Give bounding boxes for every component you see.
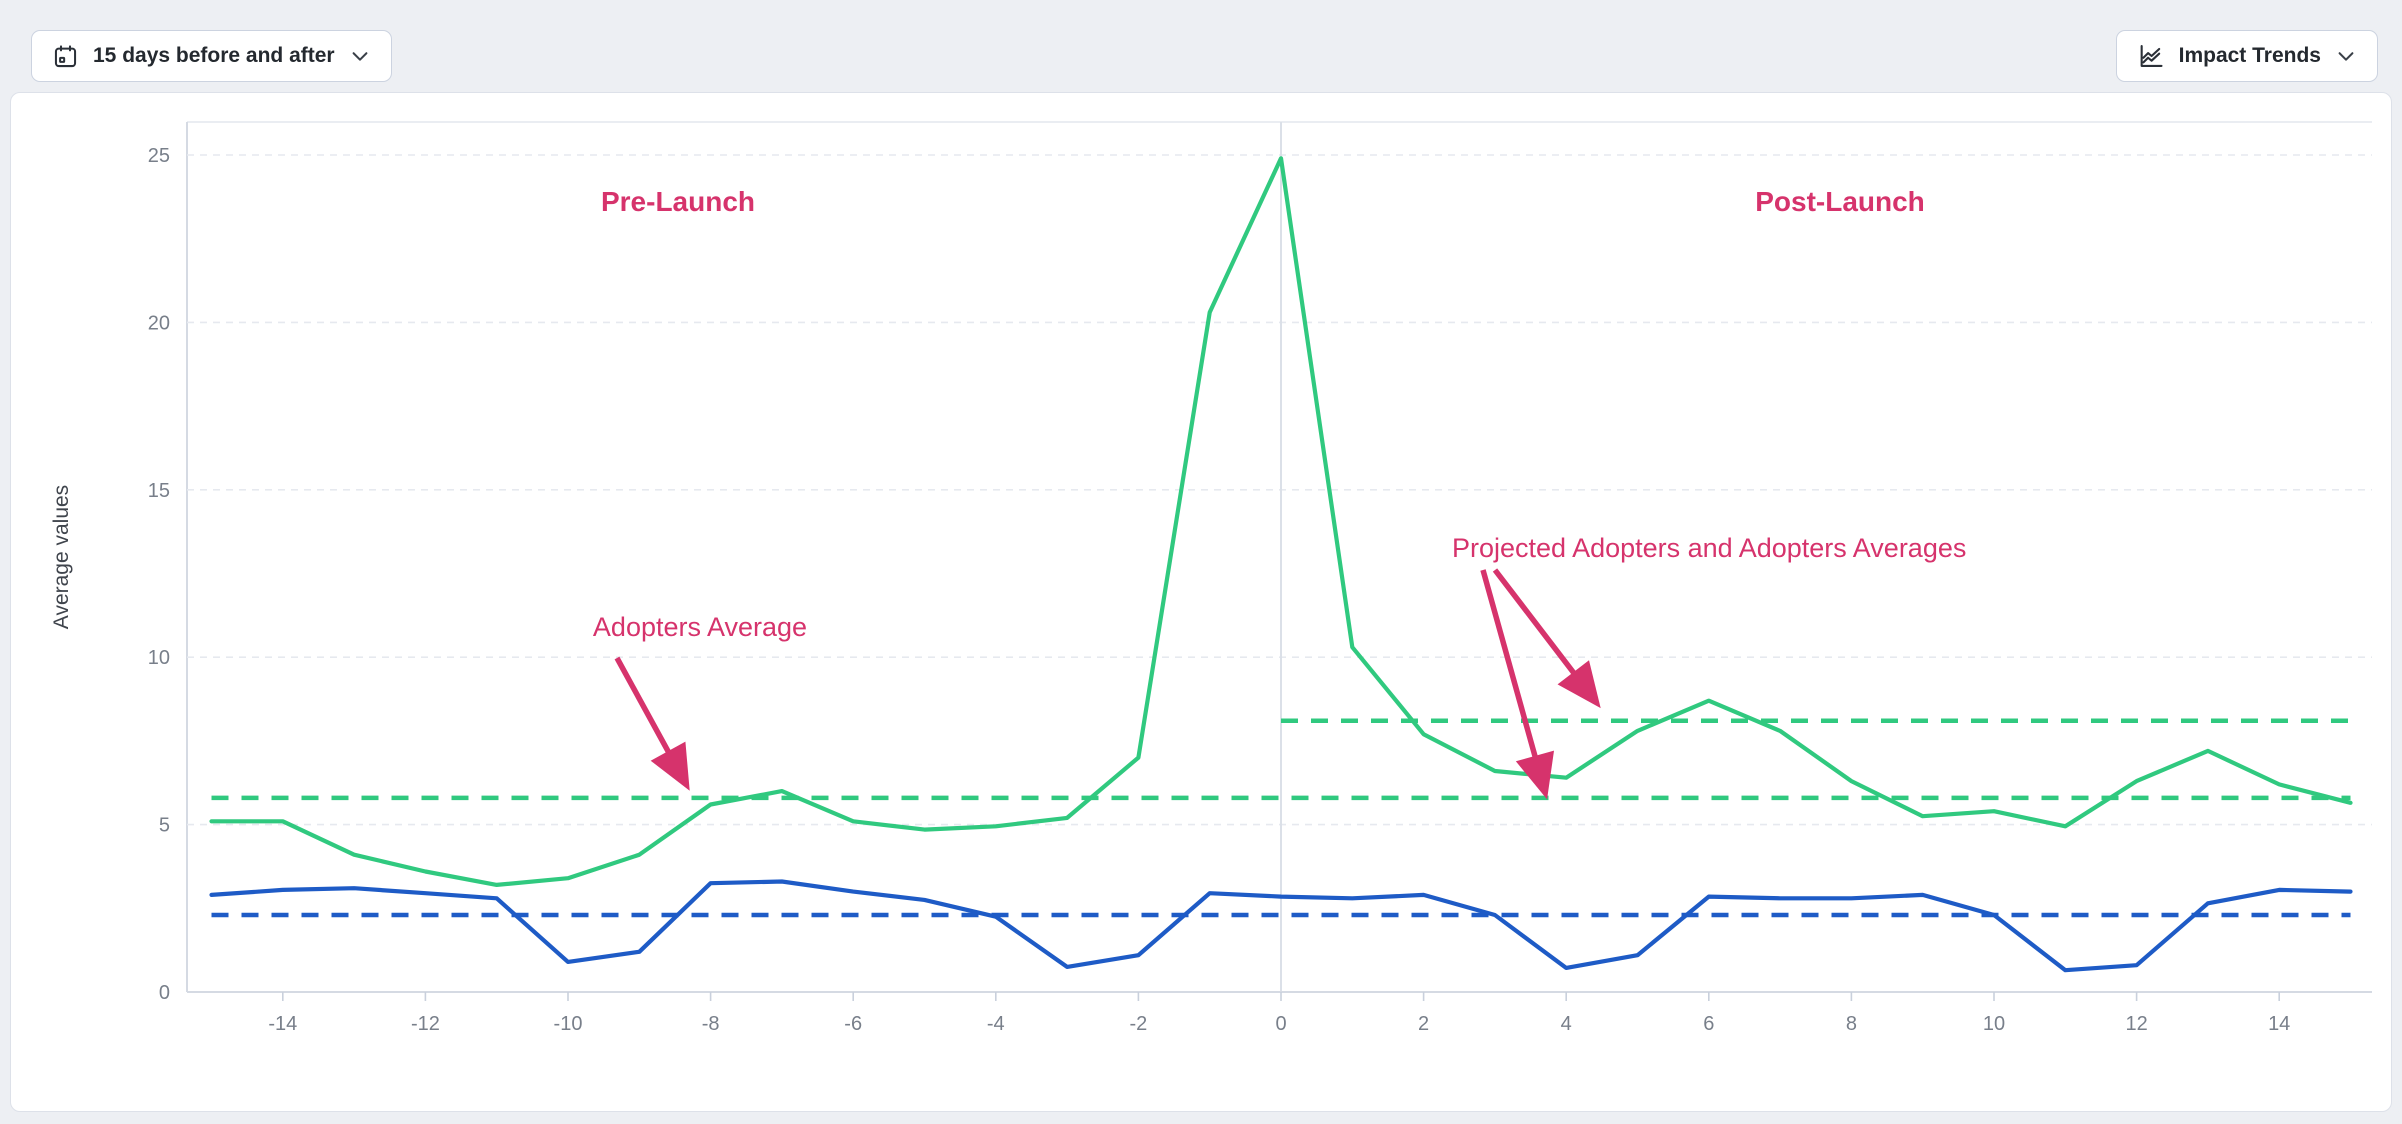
projected-average-arrow (1492, 568, 1601, 709)
x-tick-label-8: 8 (1846, 1013, 1857, 1035)
x-tick-label--6: -6 (844, 1013, 862, 1035)
y-tick-label-0: 0 (159, 982, 170, 1004)
impact-trends-label: Impact Trends (2178, 44, 2321, 67)
calendar-icon (52, 43, 79, 70)
x-tick-label-10: 10 (1983, 1013, 2005, 1035)
chevron-down-icon (349, 45, 371, 67)
adopters-average-label: Adopters Average (593, 612, 807, 642)
y-tick-label-25: 25 (148, 145, 170, 167)
chevron-down-icon (2335, 45, 2357, 67)
line-chart-icon (2137, 42, 2165, 70)
x-tick-label--4: -4 (987, 1013, 1005, 1035)
x-tick-label--10: -10 (554, 1013, 583, 1035)
post-launch-label: Post-Launch (1755, 186, 1925, 217)
date-range-button[interactable]: 15 days before and after (31, 30, 392, 82)
pre-launch-label: Pre-Launch (601, 186, 755, 217)
y-tick-label-15: 15 (148, 480, 170, 502)
date-range-label: 15 days before and after (93, 44, 335, 67)
x-tick-label--14: -14 (268, 1013, 297, 1035)
adopters-post-average-arrow (1480, 569, 1555, 800)
x-tick-label-6: 6 (1703, 1013, 1714, 1035)
adopters-average-arrow (614, 656, 690, 791)
x-tick-label--12: -12 (411, 1013, 440, 1035)
x-tick-label--8: -8 (702, 1013, 720, 1035)
projected-adopters-label: Projected Adopters and Adopters Averages (1452, 533, 1966, 563)
impact-trends-chart: 0 5 10 15 20 25 -14 -12 -10 -8 -6 -4 -2 0 2 4 6 8 10 12 14 Pr… (148, 121, 2372, 1035)
x-tick-label-14: 14 (2268, 1013, 2290, 1035)
y-tick-label-20: 20 (148, 312, 170, 334)
y-tick-label-10: 10 (148, 647, 170, 669)
y-tick-label-5: 5 (159, 815, 170, 837)
non-adopters-line (209, 879, 2353, 973)
x-tick-label-0: 0 (1275, 1013, 1286, 1035)
x-tick-label--2: -2 (1130, 1013, 1148, 1035)
x-tick-label-4: 4 (1561, 1013, 1572, 1035)
impact-trends-button[interactable]: Impact Trends (2115, 30, 2378, 82)
impact-trends-chart-card (10, 92, 2392, 1112)
x-tick-label-2: 2 (1418, 1013, 1429, 1035)
x-tick-label-12: 12 (2125, 1013, 2147, 1035)
adopters-line (209, 156, 2353, 888)
